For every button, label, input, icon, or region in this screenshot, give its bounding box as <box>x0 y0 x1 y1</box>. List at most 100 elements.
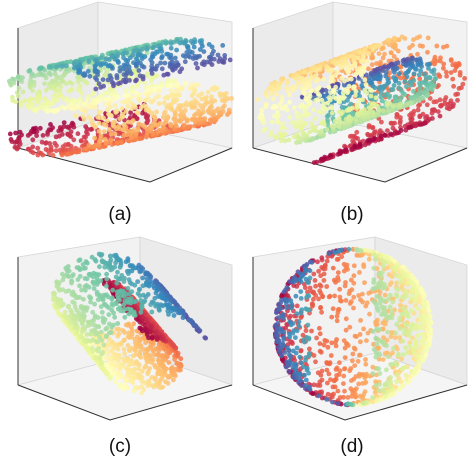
point <box>122 133 127 138</box>
point <box>418 68 423 73</box>
point <box>344 147 349 152</box>
point <box>319 373 324 378</box>
point <box>92 136 97 141</box>
point <box>130 106 135 111</box>
point <box>95 292 100 297</box>
point <box>97 121 102 126</box>
point <box>330 68 335 73</box>
point <box>54 148 59 153</box>
point <box>315 97 320 102</box>
point <box>129 90 134 95</box>
point <box>60 303 65 308</box>
point <box>126 334 131 339</box>
point <box>210 87 215 92</box>
point <box>35 146 40 151</box>
point <box>395 347 400 352</box>
point <box>192 45 197 50</box>
point <box>381 46 386 51</box>
point <box>173 56 178 61</box>
point <box>425 102 430 107</box>
point <box>117 116 122 121</box>
point <box>208 118 213 123</box>
point <box>410 56 415 61</box>
point <box>88 74 93 79</box>
point <box>358 297 363 302</box>
point <box>318 67 323 72</box>
point <box>343 280 348 285</box>
point <box>396 49 401 54</box>
point <box>347 325 352 330</box>
point <box>106 312 111 317</box>
point <box>99 133 104 138</box>
point <box>216 59 221 64</box>
point <box>403 79 408 84</box>
point <box>17 86 22 91</box>
point <box>358 339 363 344</box>
point <box>110 80 115 85</box>
point <box>87 105 92 110</box>
point <box>405 74 410 79</box>
point <box>363 357 368 362</box>
point <box>455 98 460 103</box>
point <box>42 81 47 86</box>
point <box>178 41 183 46</box>
point <box>85 332 90 337</box>
point <box>417 34 422 39</box>
point <box>389 334 394 339</box>
point <box>439 104 444 109</box>
point <box>206 90 211 95</box>
point <box>65 268 70 273</box>
point <box>351 352 356 357</box>
point <box>159 49 164 54</box>
point <box>34 108 39 113</box>
point <box>44 88 49 93</box>
point <box>70 292 75 297</box>
point <box>322 278 327 283</box>
point <box>437 74 442 79</box>
point <box>107 127 112 132</box>
point <box>138 293 143 298</box>
point <box>99 63 104 68</box>
point <box>343 346 348 351</box>
point <box>309 329 314 334</box>
point <box>405 57 410 62</box>
point <box>298 349 303 354</box>
point <box>358 332 363 337</box>
point <box>328 294 333 299</box>
point <box>388 132 393 137</box>
point <box>116 60 121 65</box>
point <box>310 391 315 396</box>
point <box>92 286 97 291</box>
point <box>342 262 347 267</box>
point <box>97 129 102 134</box>
point <box>136 126 141 131</box>
point <box>187 55 192 60</box>
point <box>45 132 50 137</box>
point <box>310 136 315 141</box>
point <box>432 72 437 77</box>
point <box>160 66 165 71</box>
point <box>124 259 129 264</box>
point <box>392 83 397 88</box>
point <box>313 359 318 364</box>
point <box>115 321 120 326</box>
point <box>83 276 88 281</box>
point <box>358 142 363 147</box>
point <box>64 63 69 68</box>
point <box>87 272 92 277</box>
point <box>308 71 313 76</box>
point <box>344 328 349 333</box>
point <box>256 97 261 102</box>
point <box>136 366 141 371</box>
point <box>140 379 145 384</box>
point <box>178 87 183 92</box>
point <box>329 341 334 346</box>
point <box>287 369 292 374</box>
point <box>357 374 362 379</box>
point <box>317 326 322 331</box>
point <box>93 87 98 92</box>
point <box>114 327 119 332</box>
point <box>126 271 131 276</box>
point <box>310 76 315 81</box>
point <box>129 71 134 76</box>
